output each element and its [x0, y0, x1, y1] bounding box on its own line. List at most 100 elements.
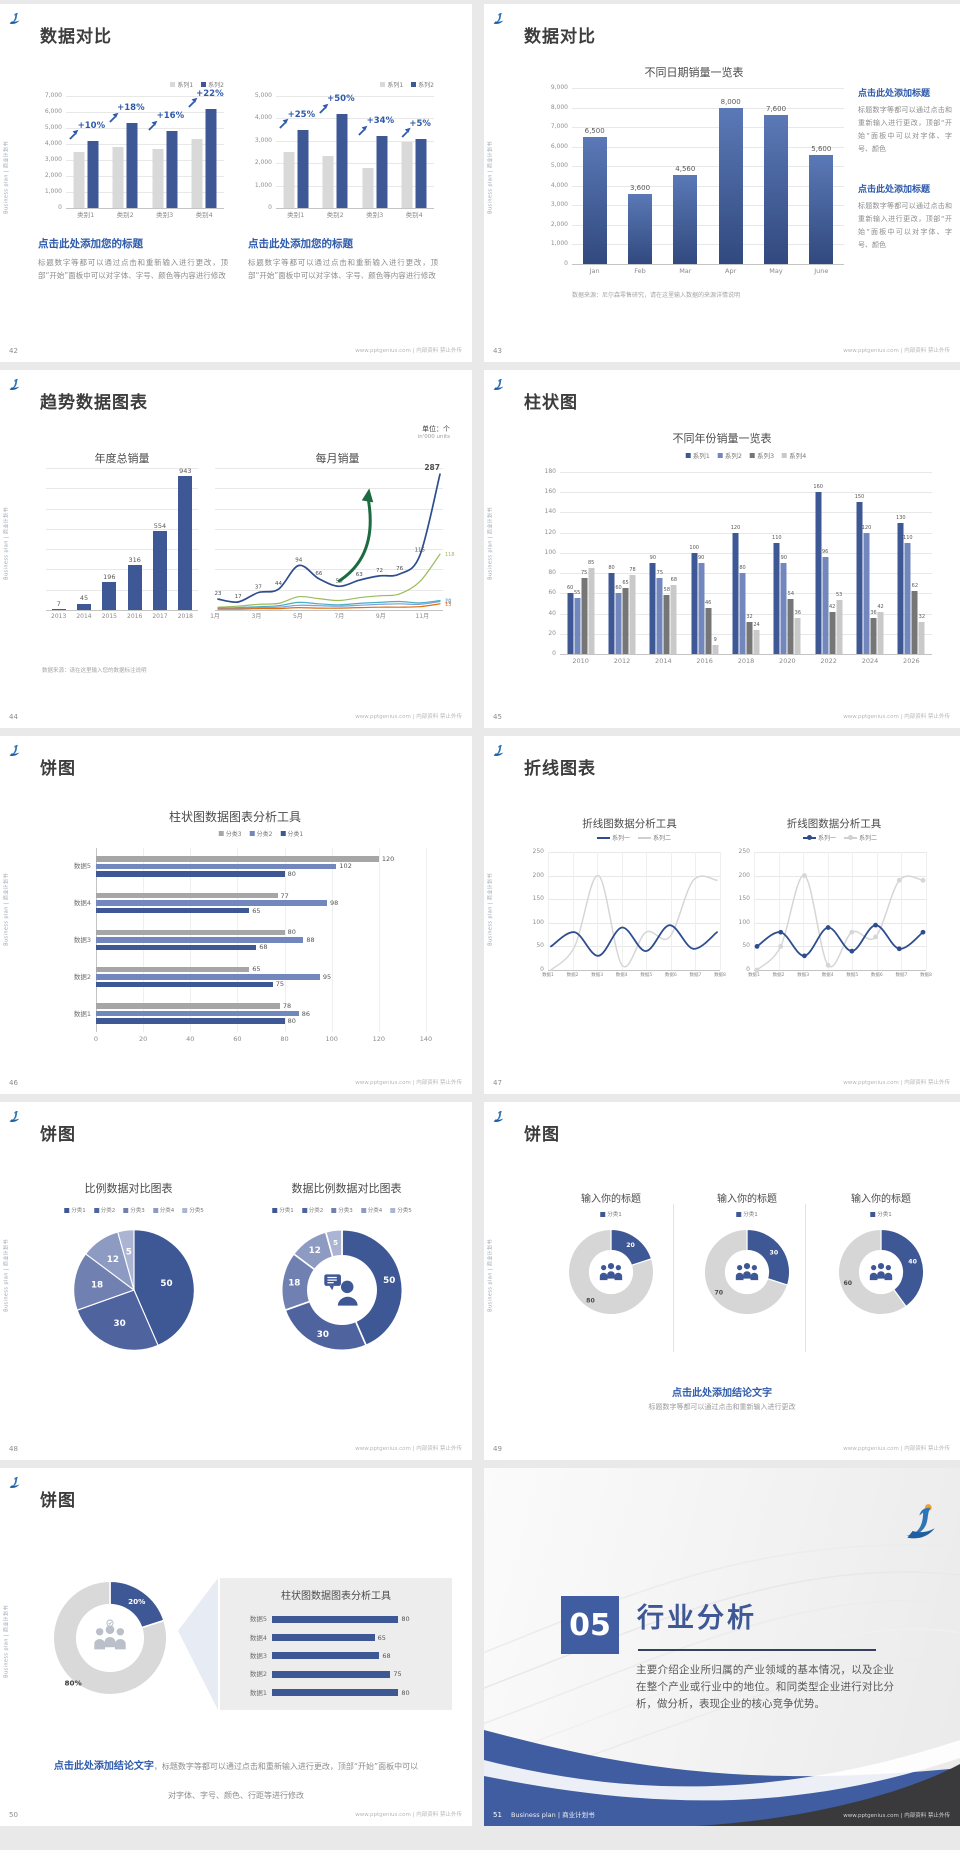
brand-bird-logo-icon	[7, 743, 22, 758]
svg-text:80%: 80%	[65, 1679, 82, 1688]
svg-text:94: 94	[295, 558, 302, 564]
annual-sales-bar-chart: 2013 7 2014 45 2015 196 2016 316 2017 554 2018 943	[46, 468, 198, 620]
sales-bar-chart: 9,000 8,000 7,000 6,000 5,000 4,000 3,000 2,000…	[551, 85, 844, 274]
slide-42: Business plan | 商业计划书 数据对比 系列1 系列2 7,000 6,…	[0, 4, 472, 362]
text-block: 点击此处添加标题 标题数字等都可以通过点击和重新输入进行更改，顶部“开始”面板中…	[858, 86, 952, 156]
chart-title: 年度总销量	[94, 452, 150, 465]
divider	[805, 1204, 806, 1352]
unit-sublabel: in'000 units	[417, 434, 450, 440]
divider	[673, 1204, 674, 1352]
chart-title: 折线图数据分析工具	[582, 818, 677, 830]
chart-legend: 分类1 分类2 分类3 分类4 分类5	[64, 1206, 204, 1214]
grouped-bar-chart-right: 系列1 系列2 5,000 4,000 3,000 2,000 1,000 0 类别1 +25% 类…	[254, 82, 434, 219]
svg-text:23: 23	[215, 591, 222, 597]
svg-text:63: 63	[356, 572, 363, 578]
brand-bird-logo-icon	[900, 1502, 942, 1544]
conclusion-body: 标题数字等都可以通过点击和重新输入进行更改	[648, 1403, 796, 1411]
svg-text:115: 115	[415, 548, 426, 554]
panel-bar-chart: 数据5 80 数据4 65 数据3 68 数据2 75 数据1 80	[249, 1614, 410, 1697]
data-source-note: 数据来源：请在这里输入您的数据标注说明	[42, 668, 147, 674]
funnel-connector	[178, 1578, 218, 1710]
donut-chart-1: 分类1 20 80	[563, 1211, 659, 1320]
svg-text:18: 18	[445, 599, 451, 605]
svg-text:50: 50	[160, 1279, 172, 1289]
slide-49: Business plan | 商业计划书 饼图 输入你的标题 分类1 20 80 …	[484, 1102, 960, 1460]
svg-text:70: 70	[714, 1290, 723, 1297]
brand-bird-logo-icon	[7, 11, 22, 26]
grouped-bar-chart-left: 系列1 系列2 7,000 6,000 5,000 4,000 3,000 2,000 1,00…	[44, 82, 224, 219]
svg-text:5: 5	[333, 1238, 338, 1247]
slide-title: 折线图表	[524, 759, 596, 779]
footer-url: www.pptgenius.com | 内部资料 禁止外传	[843, 1813, 950, 1819]
side-label: Business plan | 商业计划书	[3, 1239, 10, 1312]
side-label: Business plan | 商业计划书	[487, 873, 494, 946]
donut-chart: 20% 80%	[46, 1574, 174, 1702]
horizontal-grouped-bar-chart: 分类3 分类2 分类1 0 20 40 60 80 100 120 140 数据5 120 102 80 数据…	[73, 831, 433, 1043]
slide-title: 饼图	[40, 759, 76, 779]
slide-title: 数据对比	[40, 27, 112, 47]
slide-title: 数据对比	[524, 27, 596, 47]
donut-chart: 分类1 分类2 分类3 分类4 分类5 50 30 18 12 5	[272, 1207, 412, 1358]
svg-text:60: 60	[843, 1280, 852, 1287]
svg-text:44: 44	[275, 581, 282, 587]
block-heading: 点击此处添加标题	[858, 89, 931, 99]
svg-text:20%: 20%	[128, 1597, 145, 1606]
chart-title: 数据比例数据对比图表	[291, 1182, 402, 1195]
line-chart-markers: 系列一 系列二 250 200 150 100 50 0 数据1 数据2 数据3 数据4 数据5 数据6 数…	[738, 835, 932, 978]
footer-url: www.pptgenius.com | 内部资料 禁止外传	[843, 1080, 950, 1086]
footer-url: www.pptgenius.com | 内部资料 禁止外传	[843, 1446, 950, 1452]
chart-legend: 分类1	[870, 1210, 892, 1218]
slide-50: Business plan | 商业计划书 饼图 20% 80% 柱状图数据图表分…	[0, 1468, 472, 1826]
brand-bird-logo-icon	[491, 377, 506, 392]
pie-chart: 分类1 分类2 分类3 分类4 分类5 50 30 18 12 5	[64, 1207, 204, 1358]
chart-title: 输入你的标题	[717, 1194, 777, 1205]
footer-url: www.pptgenius.com | 内部资料 禁止外传	[355, 348, 462, 354]
chart-title: 比例数据对比图表	[84, 1182, 173, 1195]
text-block: 点击此处添加您的标题 标题数字等都可以通过点击和重新输入进行更改，顶部“开始”面…	[38, 236, 228, 282]
conclusion: 点击此处添加结论文字，标题数字等都可以通过点击和重新输入进行更改，顶部“开始”面…	[50, 1750, 422, 1808]
slide-43: Business plan | 商业计划书 数据对比 不同日期销量一览表 9,0…	[484, 4, 960, 362]
brand-bird-logo-icon	[7, 1475, 22, 1490]
brand-bird-logo-icon	[7, 1109, 22, 1124]
chart-legend: 分类3 分类2 分类1	[218, 829, 303, 838]
chart-legend: 分类1 分类2 分类3 分类4 分类5	[272, 1206, 412, 1214]
footer-url: www.pptgenius.com | 内部资料 禁止外传	[355, 1080, 462, 1086]
chart-legend: 系列1 系列2	[170, 80, 224, 89]
bottom-waves	[484, 1730, 960, 1826]
footer-url: www.pptgenius.com | 内部资料 禁止外传	[843, 714, 950, 720]
footer-url: www.pptgenius.com | 内部资料 禁止外传	[355, 1446, 462, 1452]
section-number: 05	[561, 1596, 619, 1654]
title-underline	[638, 1649, 876, 1651]
block-body: 标题数字等都可以通过点击和重新输入进行更改，顶部“开始”面板中可以对字体、字号、…	[248, 258, 438, 281]
brand-bird-logo-icon	[491, 1109, 506, 1124]
svg-text:18: 18	[288, 1279, 300, 1289]
chart-title: 输入你的标题	[851, 1194, 911, 1205]
block-body: 标题数字等都可以通过点击和重新输入进行更改，顶部“开始”面板中可以对字体、字号、…	[858, 202, 952, 249]
page-number: 47	[493, 1079, 502, 1087]
side-label: Business plan | 商业计划书	[3, 873, 10, 946]
svg-text:13: 13	[445, 602, 451, 608]
chart-legend: 系列一 系列二	[802, 833, 877, 842]
page-number: 50	[9, 1811, 18, 1819]
panel-title: 柱状图数据图表分析工具	[281, 1591, 391, 1602]
slide-51-section-divider: 05 行业分析 主要介绍企业所归属的产业领域的基本情况，以及企业在整个产业或行业…	[484, 1468, 960, 1826]
brand-bird-logo-icon	[7, 377, 22, 392]
block-heading: 点击此处添加标题	[858, 185, 931, 195]
svg-text:30: 30	[114, 1319, 126, 1329]
page-number: 43	[493, 347, 502, 355]
brand-bird-logo-icon	[491, 11, 506, 26]
slide-title: 饼图	[524, 1125, 560, 1145]
chart-title: 每月销量	[315, 452, 360, 465]
text-block: 点击此处添加标题 标题数字等都可以通过点击和重新输入进行更改，顶部“开始”面板中…	[858, 182, 952, 252]
chart-title: 不同日期销量一览表	[644, 66, 744, 79]
svg-text:5: 5	[126, 1248, 132, 1258]
chart-legend: 分类1	[736, 1210, 758, 1218]
slide-44: Business plan | 商业计划书 趋势数据图表 单位：个 in'000…	[0, 370, 472, 728]
svg-text:12: 12	[107, 1255, 119, 1265]
svg-text:20: 20	[445, 599, 451, 605]
svg-text:287: 287	[424, 463, 440, 472]
chart-legend: 系列1 系列2	[380, 80, 434, 89]
monthly-sales-line-chart: 1月 3月 5月 7月 9月 11月 23 17 37 44 94 66 50 63 72 76 115 287 1…	[210, 463, 455, 620]
page-number: 51	[493, 1811, 502, 1819]
